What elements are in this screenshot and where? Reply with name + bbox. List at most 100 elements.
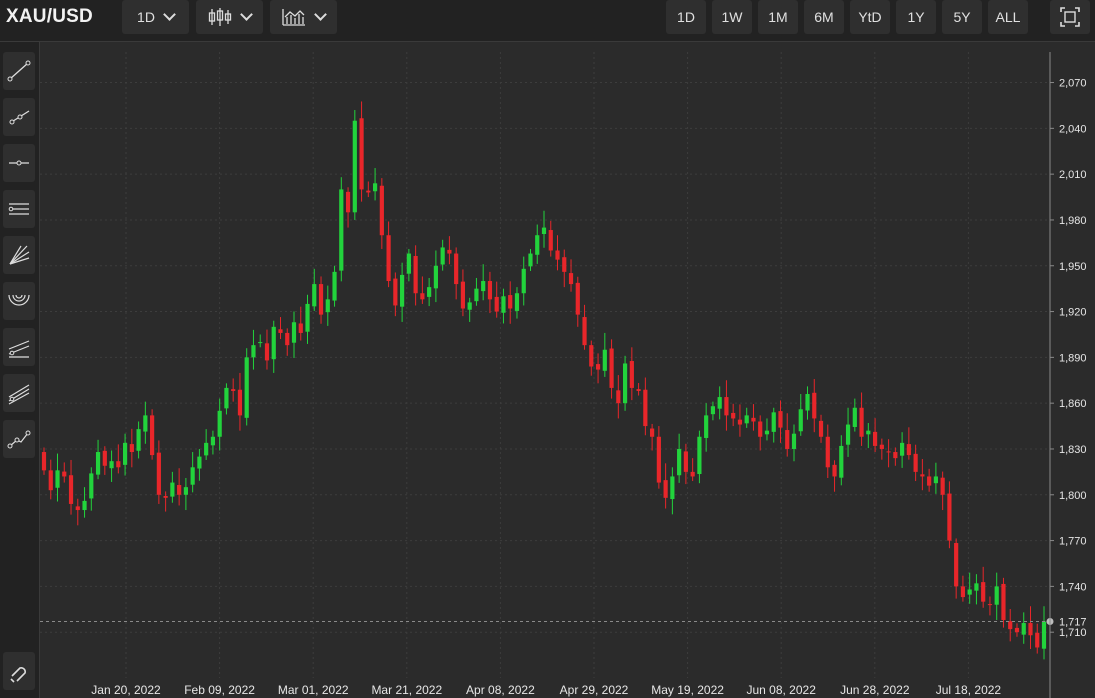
candle-body [89,473,94,499]
candle-body [845,424,851,445]
candle-body [285,332,290,346]
candle [751,404,756,431]
candle [285,328,290,356]
candle-body [237,389,243,416]
candle [832,460,837,492]
y-tick-label: 1,710 [1059,627,1087,639]
candle-body [913,453,918,472]
candle-body [1008,621,1013,630]
candle-body [541,227,547,234]
candle [609,339,614,399]
candle-body [677,448,682,476]
candle [1008,608,1013,642]
horizontal-line-tool[interactable] [3,144,35,182]
candle [893,447,898,466]
candle-body [183,487,188,495]
chart-type-dropdown[interactable] [196,0,263,34]
range-ytd-button[interactable]: YtD [850,0,890,34]
candle [116,444,121,474]
candle-body [372,183,378,192]
candle-body [981,582,986,602]
range-1w-button[interactable]: 1W [712,0,752,34]
path-tool[interactable] [3,420,35,458]
candle [1014,623,1020,637]
y-tick-label: 1,740 [1059,581,1087,593]
candle-body [487,281,493,300]
indicator-dropdown[interactable] [270,0,337,34]
interval-label: 1D [137,9,155,25]
candle [1041,606,1047,660]
candle-body [197,456,202,469]
candle [737,404,743,437]
trend-line-tool[interactable] [3,52,35,90]
candle [345,187,351,228]
interval-dropdown[interactable]: 1D [122,0,189,34]
candle-body [940,477,945,495]
candle [217,398,222,451]
candle-body [271,326,276,360]
candle-body [900,442,905,456]
candle [778,400,783,443]
candle [460,269,466,317]
candle [535,224,540,264]
candle [312,268,317,311]
range-1d-button[interactable]: 1D [666,0,706,34]
price-chart[interactable]: 1,710 1,740 1,770 1,800 1,830 1,860 1,890 1,920… [40,42,1095,698]
candle [981,566,986,608]
candle [852,398,857,432]
candle-body [643,389,648,427]
candle-body [366,190,371,193]
candle-body [805,394,810,411]
y-tick-label: 1,890 [1059,352,1087,364]
candle-body [609,348,614,388]
candle-body [514,293,520,311]
candle-body [427,287,432,297]
range-6m-button[interactable]: 6M [804,0,844,34]
candle-body [217,410,222,437]
candle [62,462,67,483]
ray-line-tool[interactable] [3,98,35,136]
candle-body [332,271,337,301]
arc-tool[interactable] [3,282,35,320]
candle-body [771,412,776,432]
candle [595,353,601,384]
range-1y-button[interactable]: 1Y [896,0,936,34]
candle [177,468,182,506]
candle [318,276,324,324]
candle-body [656,436,661,483]
candle [906,427,911,460]
fullscreen-button[interactable] [1050,0,1090,34]
x-tick-label: Jul 18, 2022 [936,683,1002,697]
fan-tool[interactable] [3,236,35,274]
candle-body [933,476,938,484]
pitchfork-tool[interactable] [3,374,35,412]
chevron-down-icon [314,8,327,21]
parallel-channel-tool[interactable] [3,190,35,228]
candle [102,446,107,475]
candle-body [927,476,932,486]
range-1m-button[interactable]: 1M [758,0,798,34]
candle [656,426,661,489]
candle [379,178,384,249]
candle-body [690,471,695,477]
candle-body [737,419,743,425]
magnet-tool[interactable] [3,652,35,690]
candle [406,248,411,282]
candle [974,574,979,605]
range-all-button[interactable]: ALL [988,0,1028,34]
ray-line-icon [9,110,30,125]
candle-body [947,493,952,541]
candle-body [264,343,270,361]
range-5y-button[interactable]: 5Y [942,0,982,34]
candle [433,250,438,303]
candle [474,277,479,306]
last-price-label: 1,717 [1059,617,1087,629]
candle-body [744,415,749,424]
y-tick-label: 1,980 [1059,215,1087,227]
candle [278,317,283,340]
candle [636,383,641,396]
candle [291,311,297,358]
regression-tool[interactable] [3,328,35,366]
symbol-title: XAU/USD [6,6,93,27]
candle [582,304,587,350]
